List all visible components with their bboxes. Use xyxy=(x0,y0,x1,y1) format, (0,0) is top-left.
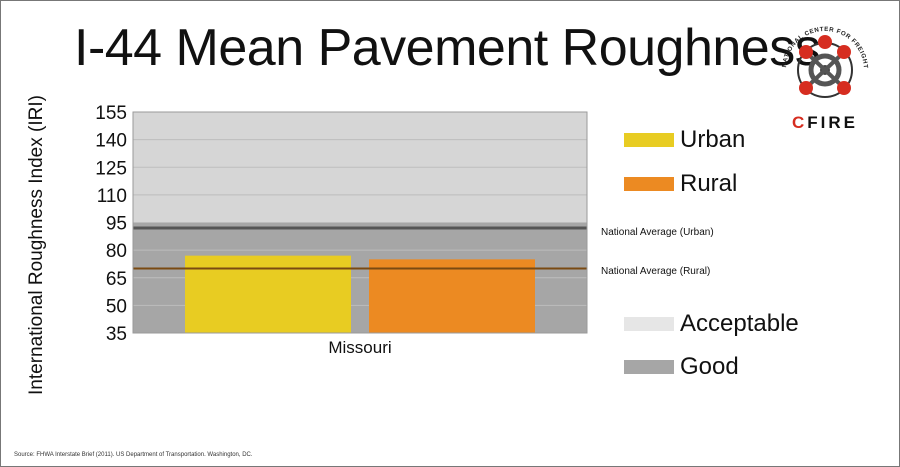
y-tick-label: 50 xyxy=(106,296,127,317)
legend-entry-urban: Urban xyxy=(624,126,745,154)
y-tick-label: 125 xyxy=(95,158,127,179)
y-tick-label: 35 xyxy=(106,324,127,345)
cfire-emblem-icon: NATIONAL CENTER FOR FREIGHT & INFRASTRUC… xyxy=(769,9,868,98)
source-note: Source: FHWA Interstate Brief (2011). US… xyxy=(14,452,253,458)
legend-swatch-urban xyxy=(624,133,674,147)
x-category-label: Missouri xyxy=(328,338,391,357)
y-tick-label: 95 xyxy=(106,214,127,235)
y-tick-label: 80 xyxy=(106,241,127,262)
reference-label-urban: National Average (Urban) xyxy=(601,227,714,238)
legend-entry-good: Good xyxy=(624,353,739,381)
y-tick-label: 110 xyxy=(97,186,127,207)
legend-label-acceptable: Acceptable xyxy=(680,310,799,337)
plot-border xyxy=(132,111,588,334)
legend-swatch-good xyxy=(624,360,674,374)
legend-swatch-acceptable xyxy=(624,317,674,331)
chart-title: I-44 Mean Pavement Roughness xyxy=(74,19,821,77)
y-tick-label: 140 xyxy=(95,131,127,152)
legend-label-rural: Rural xyxy=(680,170,738,197)
legend-label-good: Good xyxy=(680,353,739,380)
legend-swatch-rural xyxy=(624,177,674,191)
reference-label-rural: National Average (Rural) xyxy=(601,266,711,277)
bar-urban xyxy=(185,255,351,333)
legend-label-urban: Urban xyxy=(680,126,746,153)
bar-rural xyxy=(369,259,535,333)
cfire-wordmark: CFIRE xyxy=(791,113,858,132)
y-tick-label: 65 xyxy=(106,269,127,290)
legend-entry-acceptable: Acceptable xyxy=(624,310,799,338)
y-tick-label: 155 xyxy=(95,103,127,124)
cfire-logo: NATIONAL CENTER FOR FREIGHT & INFRASTRUC… xyxy=(769,9,878,136)
legend-entry-rural: Rural xyxy=(624,170,737,198)
